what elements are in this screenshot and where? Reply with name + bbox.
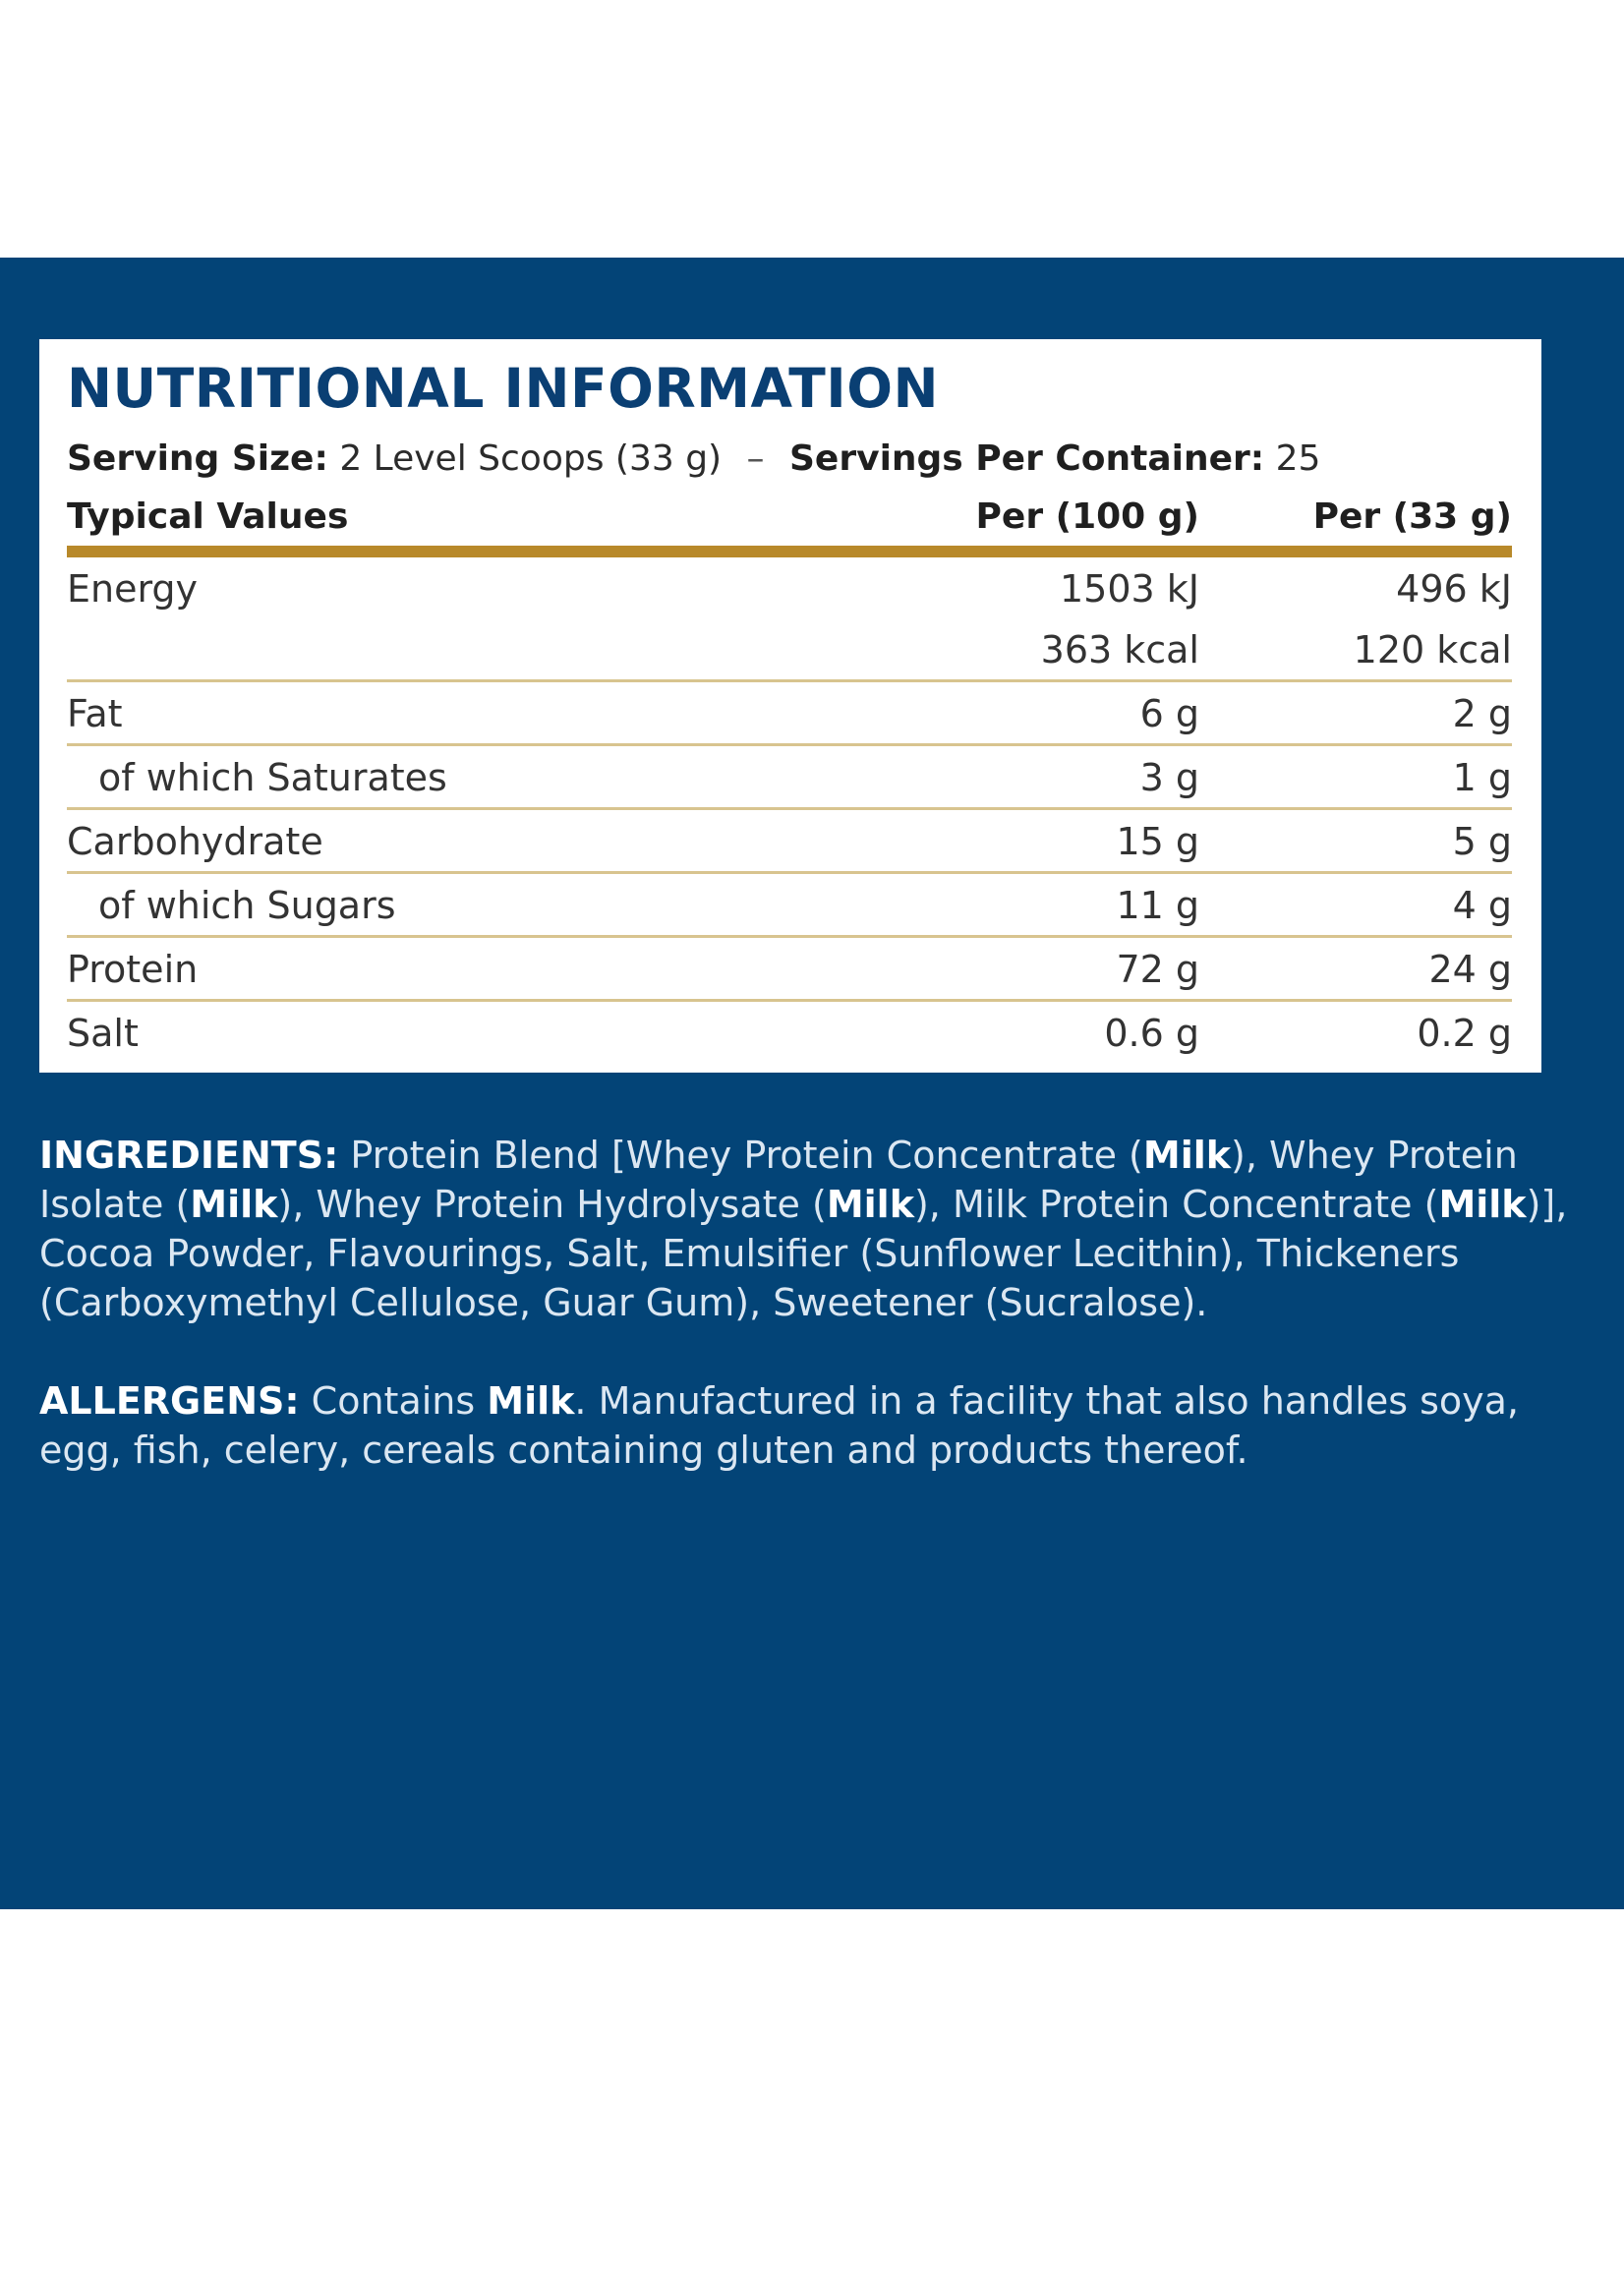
row-name: of which Sugars: [98, 884, 396, 927]
ingredients-part: ), Whey Protein Isolate (: [39, 1134, 1518, 1226]
row-per-serving: 120 kcal: [1353, 628, 1512, 671]
ingredients-part: )], Cocoa Powder, Flavourings, Salt, Emu…: [39, 1183, 1568, 1324]
ingredients-part: Protein Blend [Whey Protein Concentrate …: [350, 1134, 1143, 1177]
table-row-saturates: of which Saturates 3 g 1 g: [67, 746, 1512, 810]
ingredients-label: INGREDIENTS:: [39, 1134, 339, 1177]
allergens-label: ALLERGENS:: [39, 1379, 300, 1423]
allergens-text: ALLERGENS: Contains Milk. Manufactured i…: [39, 1376, 1573, 1475]
row-name: Energy: [67, 567, 199, 611]
header-per-serving: Per (33 g): [1312, 496, 1512, 537]
table-row-sugars: of which Sugars 11 g 4 g: [67, 874, 1512, 938]
row-per-serving: 4 g: [1452, 884, 1512, 927]
table-row-fat: Fat 6 g 2 g: [67, 682, 1512, 746]
serving-size-label: Serving Size:: [67, 438, 328, 479]
row-per-100g: 3 g: [1139, 756, 1199, 799]
table-row-energy-kj: Energy 1503 kJ 496 kJ: [67, 557, 1512, 618]
row-per-100g: 1503 kJ: [1060, 567, 1199, 611]
table-row-protein: Protein 72 g 24 g: [67, 938, 1512, 1002]
row-per-serving: 0.2 g: [1417, 1012, 1512, 1055]
servings-per-container-label: Servings Per Container:: [789, 438, 1265, 479]
table-row-energy-kcal: 363 kcal 120 kcal: [67, 618, 1512, 682]
row-per-serving: 5 g: [1452, 820, 1512, 863]
row-per-100g: 72 g: [1116, 948, 1199, 991]
nutrition-table-card: NUTRITIONAL INFORMATION Serving Size: 2 …: [39, 339, 1541, 1073]
row-name: Fat: [67, 692, 123, 735]
allergen-highlight: Milk: [826, 1183, 914, 1226]
row-name: of which Saturates: [98, 756, 447, 799]
serving-info: Serving Size: 2 Level Scoops (33 g) – Se…: [67, 439, 1512, 483]
allergens-text-before: Contains: [311, 1379, 476, 1423]
table-row-carbohydrate: Carbohydrate 15 g 5 g: [67, 810, 1512, 874]
row-per-100g: 15 g: [1116, 820, 1199, 863]
ingredients-part: ), Milk Protein Concentrate (: [913, 1183, 1439, 1226]
allergen-highlight: Milk: [487, 1379, 575, 1423]
row-name: Carbohydrate: [67, 820, 323, 863]
row-per-100g: 6 g: [1139, 692, 1199, 735]
table-row-salt: Salt 0.6 g 0.2 g: [67, 1002, 1512, 1063]
row-per-100g: 363 kcal: [1040, 628, 1199, 671]
table-header: Typical Values Per (100 g) Per (33 g): [67, 487, 1512, 557]
header-typical-values: Typical Values: [67, 496, 349, 537]
allergen-highlight: Milk: [1142, 1134, 1232, 1177]
row-per-serving: 24 g: [1428, 948, 1512, 991]
row-per-100g: 11 g: [1116, 884, 1199, 927]
serving-separator: –: [746, 438, 765, 479]
row-name: Salt: [67, 1012, 139, 1055]
row-per-serving: 496 kJ: [1396, 567, 1512, 611]
serving-size-value: 2 Level Scoops (33 g): [339, 438, 723, 479]
ingredients-part: ), Whey Protein Hydrolysate (: [277, 1183, 827, 1226]
servings-per-container-value: 25: [1275, 438, 1321, 479]
row-per-100g: 0.6 g: [1104, 1012, 1199, 1055]
row-per-serving: 2 g: [1452, 692, 1512, 735]
nutrition-title: NUTRITIONAL INFORMATION: [67, 357, 940, 420]
allergens-text-after: . Manufactured in a facility that also h…: [39, 1379, 1520, 1472]
allergen-highlight: Milk: [190, 1183, 278, 1226]
row-name: Protein: [67, 948, 199, 991]
ingredients-text: INGREDIENTS: Protein Blend [Whey Protein…: [39, 1131, 1573, 1327]
allergen-highlight: Milk: [1438, 1183, 1527, 1226]
row-per-serving: 1 g: [1452, 756, 1512, 799]
header-per-100g: Per (100 g): [975, 496, 1199, 537]
